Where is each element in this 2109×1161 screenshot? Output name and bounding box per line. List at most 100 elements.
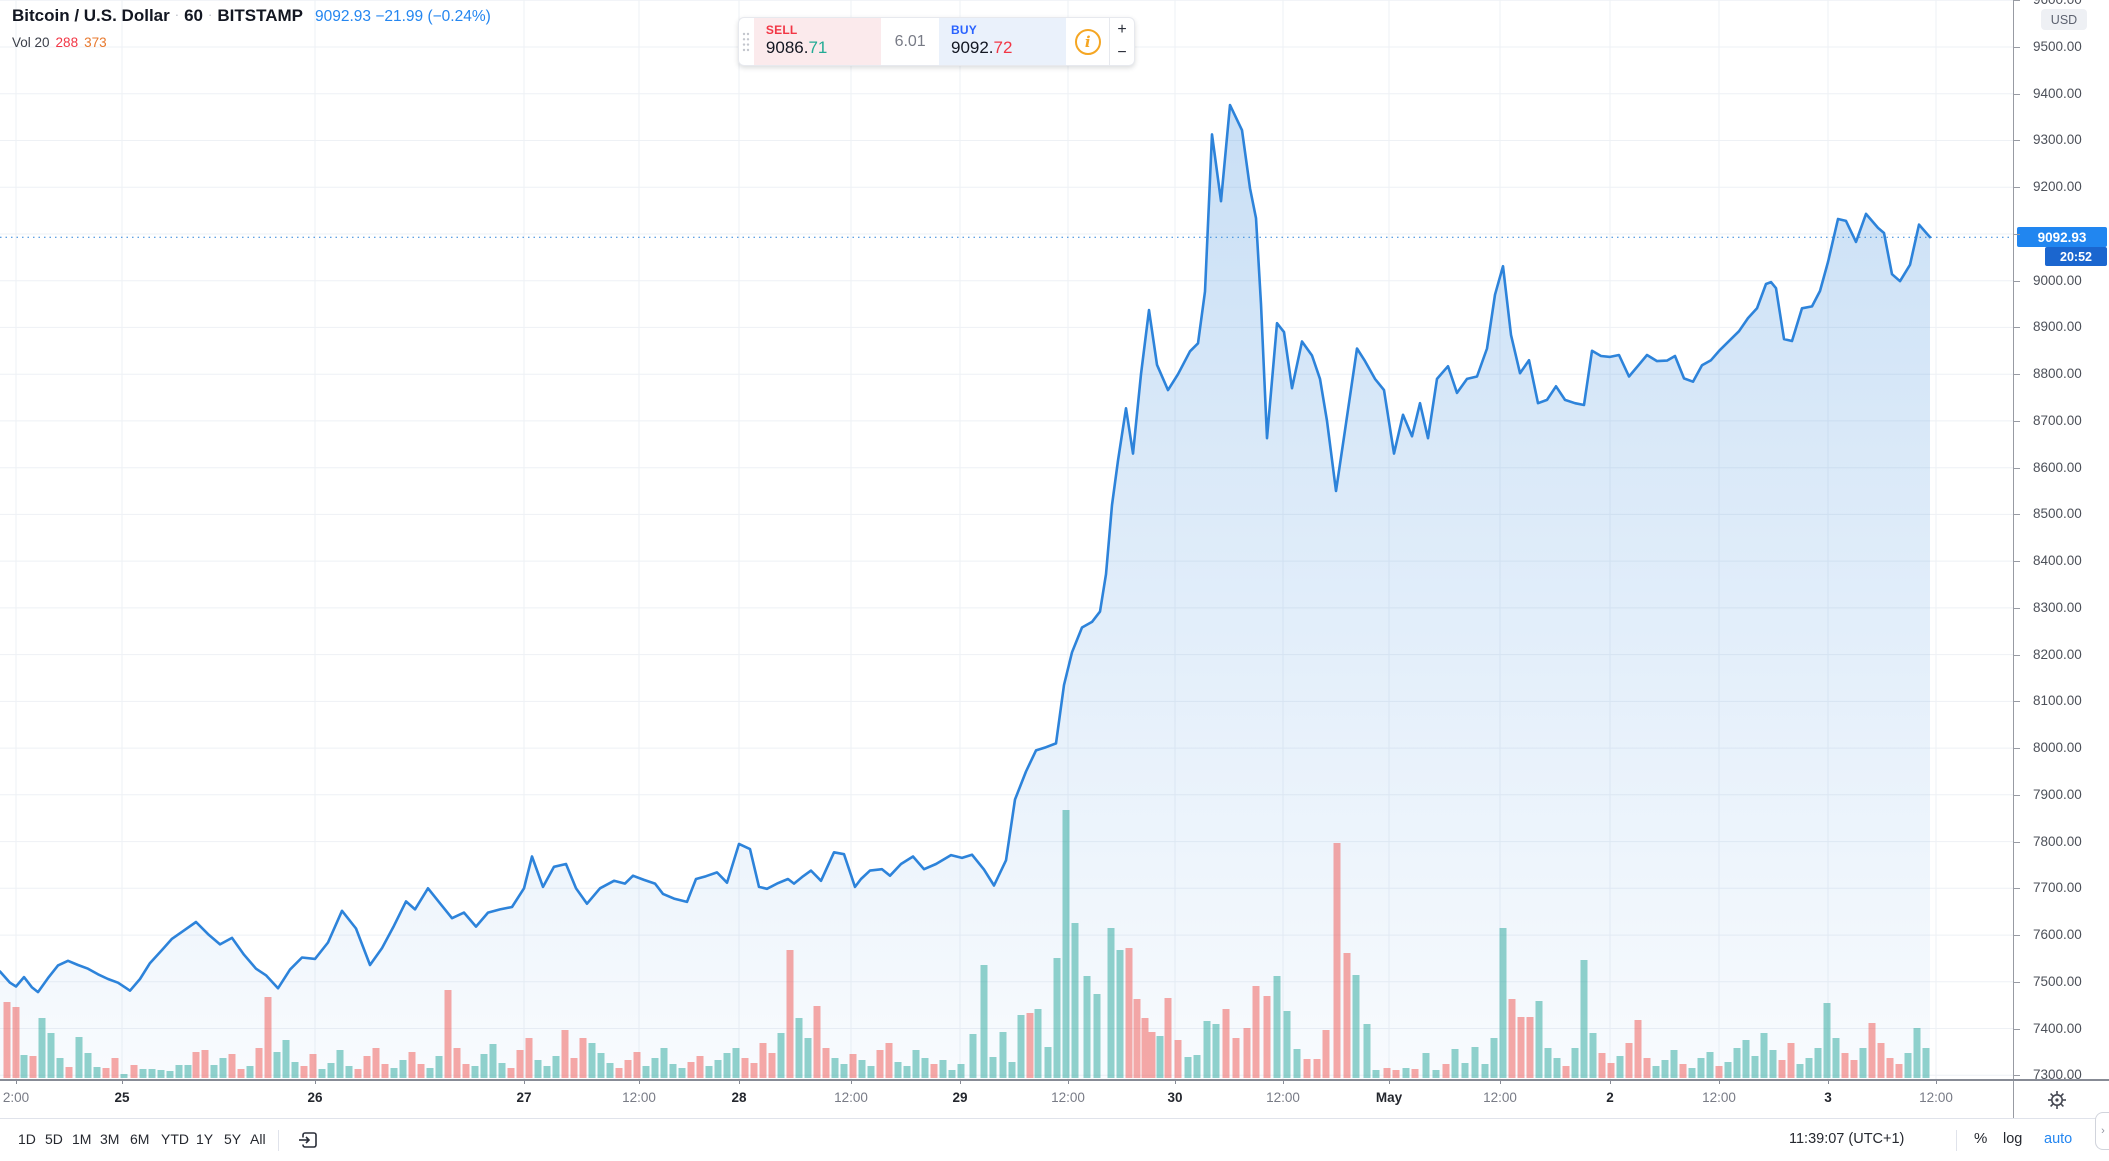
price-axis-label: 7600.00: [2033, 927, 2082, 942]
price-axis-tick: [2014, 561, 2020, 562]
price-axis-label: 8400.00: [2033, 553, 2082, 568]
bottom-toolbar: 1D 5D 1M 3M 6M YTD 1Y 5Y All 11:39:07 (UTC+1) % …: [0, 1112, 2109, 1161]
time-axis-label: 26: [307, 1090, 323, 1105]
order-panel: SELL 9086.71 6.01 BUY 9092.72 i + −: [738, 17, 1135, 66]
price-chart-svg: [0, 0, 2013, 1079]
range-button-5d[interactable]: 5D: [45, 1131, 63, 1147]
price-axis-tick: [2014, 1075, 2020, 1076]
price-axis-tick: [2014, 608, 2020, 609]
range-button-ytd[interactable]: YTD: [161, 1131, 189, 1147]
info-button[interactable]: i: [1066, 18, 1109, 65]
log-scale-button[interactable]: log: [2003, 1131, 2023, 1147]
interval-label[interactable]: 60: [184, 6, 204, 25]
current-price-label: 9092.93: [2017, 227, 2107, 247]
range-button-all[interactable]: All: [250, 1131, 266, 1147]
symbol-header: Bitcoin / U.S. Dollar · 60 · BITSTAMP 9092.93…: [12, 6, 491, 50]
time-axis-label: 3: [1824, 1090, 1832, 1105]
buy-button[interactable]: BUY 9092.72: [938, 18, 1067, 65]
range-button-1y[interactable]: 1Y: [196, 1131, 214, 1147]
price-axis-label: 8300.00: [2033, 600, 2082, 615]
currency-badge: USD: [2041, 9, 2087, 30]
symbol-title[interactable]: Bitcoin / U.S. Dollar: [12, 6, 170, 25]
time-axis-tick: [960, 1079, 961, 1084]
quantity-decrease-button[interactable]: −: [1117, 44, 1127, 62]
price-axis-tick: [2014, 655, 2020, 656]
buy-label: BUY: [950, 23, 977, 37]
price-axis-label: 7400.00: [2033, 1021, 2082, 1036]
time-axis-label: 12:00: [1919, 1090, 1953, 1105]
sell-price: 9086.: [765, 38, 809, 57]
price-axis-tick: [2014, 281, 2020, 282]
price-axis-label: 8700.00: [2033, 413, 2082, 428]
volume-value-orange: 373: [84, 35, 107, 50]
time-axis-tick: [1175, 1079, 1176, 1084]
price-axis-label: 9300.00: [2033, 132, 2082, 147]
price-axis-label: 9200.00: [2033, 179, 2082, 194]
range-button-3m[interactable]: 3M: [100, 1131, 120, 1147]
time-axis-tick: [315, 1079, 316, 1084]
time-axis-tick: [122, 1079, 123, 1084]
spread-value: 6.01: [894, 32, 926, 50]
time-axis-tick: [1719, 1079, 1720, 1084]
time-axis-tick: [16, 1079, 17, 1084]
bar-countdown-label: 20:52: [2045, 247, 2107, 266]
volume-value-red: 288: [55, 35, 79, 50]
clock-timezone[interactable]: 11:39:07 (UTC+1): [1789, 1131, 1905, 1147]
collapse-panel-button[interactable]: ›: [2095, 1112, 2109, 1150]
price-chart[interactable]: [0, 0, 2013, 1079]
price-axis-tick: [2014, 1029, 2020, 1030]
price-axis-label: 8800.00: [2033, 366, 2082, 381]
price-axis-label: 7700.00: [2033, 880, 2082, 895]
time-axis-tick: [1936, 1079, 1937, 1084]
separator-dot: ·: [174, 7, 180, 22]
time-axis-tick: [1828, 1079, 1829, 1084]
time-axis[interactable]: 2:00 25 26 27 12:00 28 12:00 29 12:00 30 12:00 May 1…: [0, 1079, 2109, 1120]
price-axis-label: 7900.00: [2033, 787, 2082, 802]
go-to-date-button[interactable]: [297, 1129, 320, 1156]
time-axis-label: 12:00: [1266, 1090, 1300, 1105]
exchange-label[interactable]: BITSTAMP: [217, 6, 303, 25]
price-axis[interactable]: USD 9092.93 20:52 7300.00 7400.00 7500.00 7…: [2013, 0, 2109, 1079]
range-button-1m[interactable]: 1M: [72, 1131, 92, 1147]
toolbar-divider: [278, 1130, 279, 1151]
toolbar-divider: [1956, 1130, 1957, 1151]
range-button-6m[interactable]: 6M: [130, 1131, 150, 1147]
price-axis-tick: [2014, 374, 2020, 375]
price-axis-label: 8100.00: [2033, 693, 2082, 708]
price-axis-tick: [2014, 795, 2020, 796]
sell-button[interactable]: SELL 9086.71: [753, 18, 882, 65]
range-button-5y[interactable]: 5Y: [224, 1131, 242, 1147]
time-axis-tick: [1283, 1079, 1284, 1084]
price-axis-tick: [2014, 514, 2020, 515]
price-axis-tick: [2014, 140, 2020, 141]
range-button-1d[interactable]: 1D: [18, 1131, 36, 1147]
price-axis-label: 7500.00: [2033, 974, 2082, 989]
price-axis-tick: [2014, 421, 2020, 422]
percent-scale-button[interactable]: %: [1974, 1130, 1988, 1147]
buy-price-fraction: 72: [993, 38, 1013, 57]
price-axis-label: 7800.00: [2033, 834, 2082, 849]
price-axis-tick: [2014, 888, 2020, 889]
price-axis-label: 7300.00: [2033, 1067, 2082, 1079]
price-axis-tick: [2014, 748, 2020, 749]
info-icon: i: [1074, 28, 1101, 55]
axis-corner-divider: [2013, 1081, 2014, 1120]
axis-settings-button[interactable]: [2044, 1087, 2070, 1113]
time-axis-label: May: [1375, 1090, 1403, 1105]
time-axis-label: 28: [731, 1090, 747, 1105]
time-axis-label: 12:00: [1051, 1090, 1085, 1105]
price-axis-label: 9500.00: [2033, 39, 2082, 54]
price-axis-tick: [2014, 234, 2020, 235]
volume-legend-label[interactable]: Vol 20: [12, 35, 50, 50]
separator-dot: ·: [208, 7, 213, 22]
time-axis-label: 12:00: [1483, 1090, 1517, 1105]
time-axis-tick: [1389, 1079, 1390, 1084]
price-axis-label: 8500.00: [2033, 506, 2082, 521]
drag-handle-icon[interactable]: [739, 18, 754, 65]
auto-scale-button[interactable]: auto: [2044, 1131, 2073, 1147]
time-axis-label: 29: [952, 1090, 968, 1105]
price-axis-label: 9600.00: [2033, 0, 2082, 7]
price-axis-tick: [2014, 0, 2020, 1]
quantity-increase-button[interactable]: +: [1117, 20, 1127, 38]
price-axis-tick: [2014, 327, 2020, 328]
